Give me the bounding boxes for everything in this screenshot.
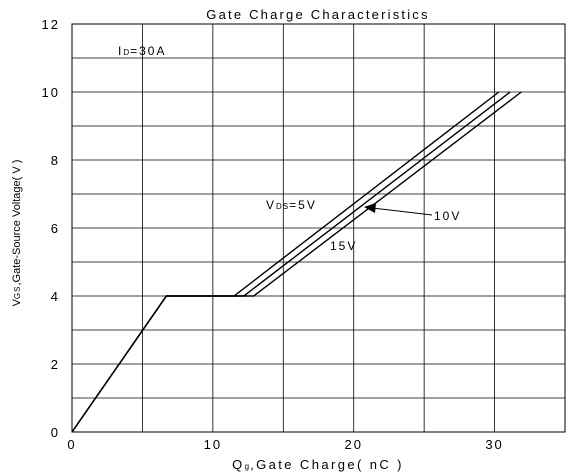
label-15v: 15V — [330, 239, 357, 253]
y-tick-label: 6 — [51, 221, 60, 236]
condition-label-sub: D — [123, 48, 130, 57]
y-tick-label: 10 — [42, 85, 60, 100]
condition-label-main: I — [118, 44, 123, 58]
y-tick-label: 4 — [51, 289, 60, 304]
label-10v: 10V — [434, 209, 461, 223]
x-tick-label: 10 — [204, 437, 222, 452]
series-line-15v — [71, 91, 522, 433]
x-tick-label: 20 — [344, 437, 362, 452]
x-axis-label: Qg,Gate Charge( nC ) — [232, 457, 404, 472]
x-tick-label: 0 — [67, 437, 76, 452]
x-tick-label: 30 — [485, 437, 503, 452]
condition-label-rest: =30A — [130, 44, 166, 58]
annotation-arrowhead — [364, 203, 376, 213]
annotation-arrow-line — [371, 207, 433, 216]
x-axis-label-rest: ,Gate Charge( nC ) — [250, 457, 404, 472]
chart-title: Gate Charge Characteristics — [206, 7, 429, 22]
y-axis-label: VGS,Gate-Source Voltage( V ) — [11, 160, 23, 307]
plot-grid — [72, 24, 565, 432]
x-axis-label-main: Q — [232, 457, 245, 472]
y-tick-label: 8 — [51, 153, 60, 168]
y-tick-label: 12 — [42, 17, 60, 32]
plot-frame — [71, 23, 566, 433]
y-axis-label-sub: GS — [13, 286, 22, 300]
condition-label: ID=30A — [118, 44, 166, 58]
y-tick-label: 0 — [51, 425, 60, 440]
vds-annotation-rest: =5V — [289, 198, 317, 212]
y-axis-label-main: V — [11, 298, 23, 306]
x-tick-labels: 0 10 20 30 — [67, 437, 503, 452]
plot-series — [71, 91, 522, 433]
vds-annotation: VDS=5V — [266, 198, 317, 212]
y-axis-label-rest: ,Gate-Source Voltage( V ) — [11, 160, 23, 286]
vds-annotation-main: V — [266, 198, 276, 212]
x-axis-label-sub: g — [245, 462, 250, 471]
y-tick-label: 2 — [51, 357, 60, 372]
vds-annotation-sub: DS — [276, 202, 289, 211]
y-tick-labels: 0 2 4 6 8 10 12 — [42, 17, 60, 440]
